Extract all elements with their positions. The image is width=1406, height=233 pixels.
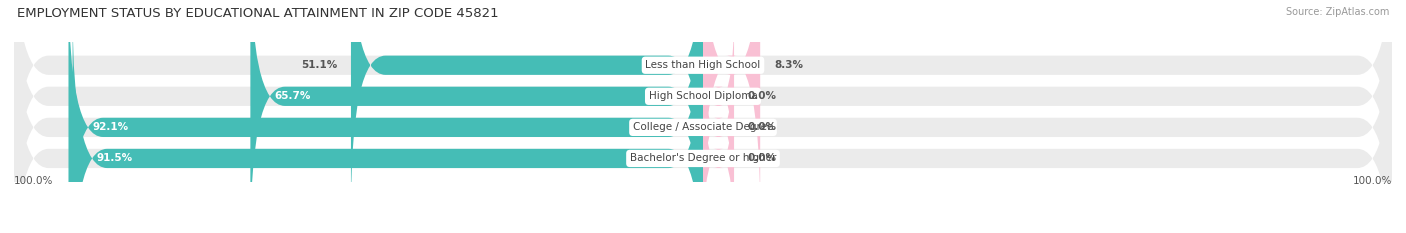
Legend: In Labor Force, Unemployed: In Labor Force, Unemployed [0, 231, 107, 233]
Text: 100.0%: 100.0% [1353, 176, 1392, 186]
FancyBboxPatch shape [14, 13, 1392, 233]
Text: 100.0%: 100.0% [14, 176, 53, 186]
Text: 0.0%: 0.0% [748, 154, 776, 163]
FancyBboxPatch shape [703, 13, 734, 180]
FancyBboxPatch shape [703, 75, 734, 233]
FancyBboxPatch shape [14, 0, 1392, 211]
Text: 0.0%: 0.0% [748, 122, 776, 132]
Text: College / Associate Degree: College / Associate Degree [633, 122, 773, 132]
Text: 91.5%: 91.5% [97, 154, 132, 163]
Text: High School Diploma: High School Diploma [648, 91, 758, 101]
Text: Bachelor's Degree or higher: Bachelor's Degree or higher [630, 154, 776, 163]
Text: 65.7%: 65.7% [274, 91, 311, 101]
Text: 51.1%: 51.1% [301, 60, 337, 70]
Text: 8.3%: 8.3% [773, 60, 803, 70]
FancyBboxPatch shape [73, 13, 703, 233]
FancyBboxPatch shape [703, 44, 734, 211]
FancyBboxPatch shape [14, 0, 1392, 233]
Text: 92.1%: 92.1% [93, 122, 129, 132]
FancyBboxPatch shape [352, 0, 703, 211]
FancyBboxPatch shape [69, 0, 703, 233]
Text: Source: ZipAtlas.com: Source: ZipAtlas.com [1285, 7, 1389, 17]
Text: Less than High School: Less than High School [645, 60, 761, 70]
FancyBboxPatch shape [14, 0, 1392, 233]
FancyBboxPatch shape [703, 0, 761, 211]
FancyBboxPatch shape [250, 0, 703, 233]
Text: 0.0%: 0.0% [748, 91, 776, 101]
Text: EMPLOYMENT STATUS BY EDUCATIONAL ATTAINMENT IN ZIP CODE 45821: EMPLOYMENT STATUS BY EDUCATIONAL ATTAINM… [17, 7, 499, 20]
